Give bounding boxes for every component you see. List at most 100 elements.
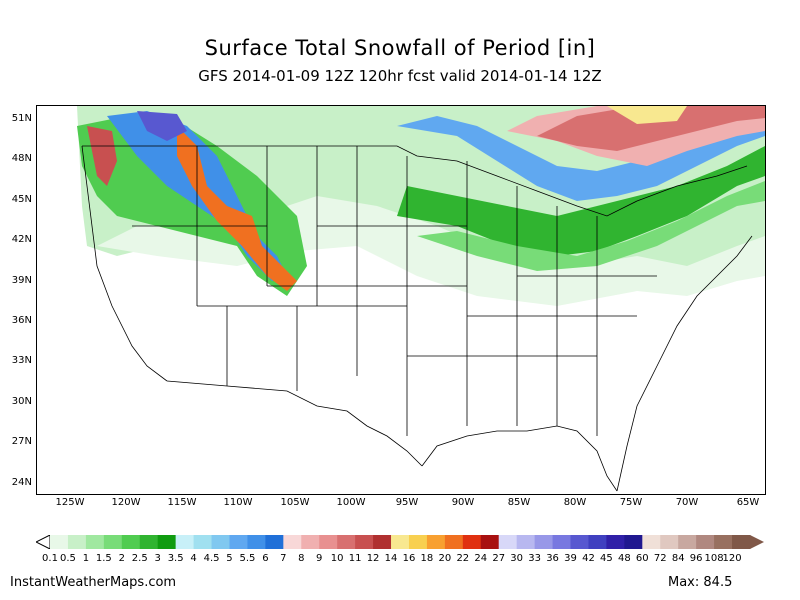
colorbar-cell	[462, 535, 482, 549]
site-credit: InstantWeatherMaps.com	[10, 575, 177, 590]
lon-label-65w: 65W	[736, 497, 760, 508]
lat-label-42n: 42N	[11, 234, 32, 245]
snow-band-blue-north	[397, 116, 765, 201]
colorbar-label: 4	[190, 553, 197, 564]
lon-label-105w: 105W	[280, 497, 310, 508]
colorbar-label: 12	[366, 553, 380, 564]
canada-us-border	[82, 145, 748, 217]
colorbar-label: 36	[546, 553, 559, 564]
lon-label-100w: 100W	[336, 497, 366, 508]
colorbar-cell	[678, 535, 697, 549]
colorbar-label: 22	[456, 553, 470, 564]
colorbar-cell	[67, 535, 87, 549]
colorbar-cell	[247, 535, 266, 549]
colorbar-cell	[355, 535, 374, 549]
lon-label-80w: 80W	[563, 497, 587, 508]
colorbar-cell	[570, 535, 589, 549]
lat-label-39n: 39N	[11, 275, 32, 286]
colorbar-cell	[624, 535, 643, 549]
lon-label-70w: 70W	[675, 497, 699, 508]
colorbar-cell	[696, 535, 715, 549]
colorbar-label: 45	[600, 553, 613, 564]
max-readout: Max: 84.5	[668, 575, 732, 590]
colorbar-label: 7	[280, 553, 287, 564]
snow-band-yellow-canada	[607, 106, 687, 124]
colorbar-cell	[121, 535, 141, 549]
colorbar-cell	[588, 535, 607, 549]
colorbar-label: 72	[653, 553, 667, 564]
colorbar-cell	[211, 535, 230, 549]
colorbar-cell	[337, 535, 356, 549]
colorbar-cell	[498, 535, 518, 549]
snow-band-green-midwest	[397, 146, 765, 256]
colorbar-cell	[408, 535, 428, 549]
colorbar-label: 6	[262, 553, 269, 564]
lat-label-51n: 51N	[11, 113, 32, 124]
colorbar-cell	[50, 535, 69, 549]
colorbar-label: 5	[226, 553, 233, 564]
colorbar-label: 0.5	[59, 553, 76, 564]
lon-label-75w: 75W	[619, 497, 643, 508]
colorbar-label: 96	[689, 553, 703, 564]
colorbar-label: 0.1	[42, 553, 58, 564]
colorbar-label: 27	[492, 553, 506, 564]
gulf-coastline	[421, 425, 618, 492]
lon-label-90w: 90W	[451, 497, 475, 508]
colorbar-arrow-right	[750, 535, 764, 549]
colorbar-cell	[732, 535, 751, 549]
colorbar-cell	[175, 535, 195, 549]
colorbar-label: 14	[384, 553, 398, 564]
lon-label-95w: 95W	[395, 497, 419, 508]
mexico-border	[166, 380, 423, 467]
map-title: Surface Total Snowfall of Period [in]	[204, 36, 596, 60]
colorbar-cell	[480, 535, 500, 549]
colorbar-cell	[660, 535, 679, 549]
colorbar-cell	[516, 535, 536, 549]
snowfall-shading	[77, 106, 765, 306]
colorbar-cell	[193, 535, 213, 549]
colorbar-label: 60	[635, 553, 649, 564]
colorbar-cell	[444, 535, 464, 549]
lat-label-24n: 24N	[11, 477, 32, 488]
lat-label-48n: 48N	[11, 153, 32, 164]
lon-label-125w: 125W	[55, 497, 85, 508]
colorbar-label: 3	[154, 553, 161, 564]
lon-label-110w: 110W	[223, 497, 253, 508]
colorbar-cell	[139, 535, 159, 549]
pacific-coastline	[81, 145, 168, 382]
colorbar-arrow-left	[36, 535, 51, 549]
snow-band-red-cascades	[87, 126, 117, 186]
colorbar-cell	[103, 535, 123, 549]
colorbar-label: 5.5	[239, 553, 256, 564]
max-label: Max:	[668, 575, 700, 590]
colorbar-cell	[426, 535, 446, 549]
snow-band-purple-west	[137, 111, 187, 141]
atlantic-coastline	[616, 235, 753, 492]
colorbar-cell	[391, 535, 410, 549]
colorbar-cell	[85, 535, 105, 549]
colorbar-cell	[319, 535, 338, 549]
colorbar-cell	[229, 535, 248, 549]
max-value: 84.5	[703, 575, 733, 590]
lat-label-45n: 45N	[11, 194, 32, 205]
colorbar-label: 84	[671, 553, 685, 564]
boundaries	[81, 145, 753, 492]
colorbar-label: 11	[348, 553, 362, 564]
colorbar-label: 120	[722, 553, 742, 564]
colorbar-label: 8	[298, 553, 305, 564]
colorbar-cell	[714, 535, 733, 549]
colorbar-cells	[36, 535, 764, 549]
snow-band-green-light-midwest	[417, 181, 765, 271]
lon-label-120w: 120W	[111, 497, 141, 508]
colorbar-label: 16	[402, 553, 416, 564]
colorbar-label: 9	[316, 553, 323, 564]
lat-label-36n: 36N	[11, 315, 32, 326]
colorbar	[36, 535, 764, 549]
lat-label-33n: 33N	[11, 355, 32, 366]
colorbar-cell	[265, 535, 284, 549]
colorbar-cell	[373, 535, 392, 549]
colorbar-cell	[157, 535, 177, 549]
colorbar-label: 39	[564, 553, 577, 564]
snowfall-map	[36, 105, 766, 495]
colorbar-label: 24	[474, 553, 488, 564]
